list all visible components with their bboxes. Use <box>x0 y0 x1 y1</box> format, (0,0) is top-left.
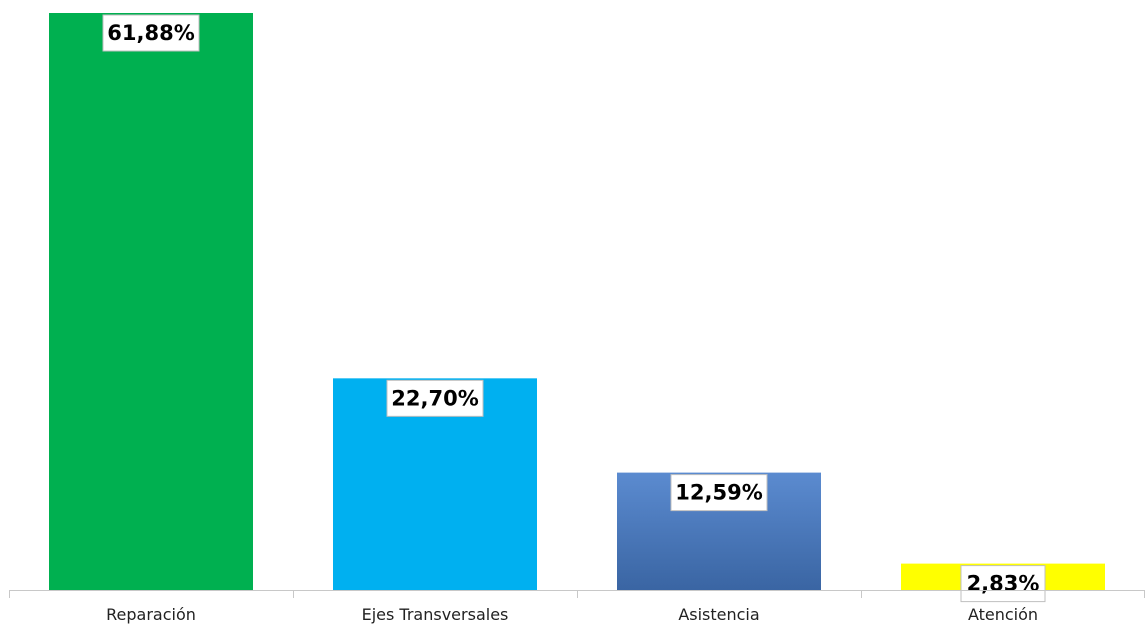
data-label-atencion: 2,83% <box>967 572 1040 596</box>
x-axis <box>9 590 1145 598</box>
data-labels-group: 61,88% 22,70% 12,59% 2,83% <box>102 14 1046 603</box>
data-label-asistencia: 12,59% <box>675 481 762 505</box>
category-labels-group: Reparación Ejes Transversales Asistencia At… <box>106 605 1038 624</box>
data-label-box-asistencia <box>670 474 768 512</box>
data-label-box-reparacion <box>102 14 200 52</box>
bar-reparacion <box>49 13 253 590</box>
category-label-reparacion: Reparación <box>106 605 196 624</box>
category-label-asistencia: Asistencia <box>678 605 759 624</box>
data-label-box-atencion <box>960 565 1046 603</box>
data-label-box-ejes-transversales <box>386 379 484 417</box>
data-label-ejes-transversales: 22,70% <box>391 386 478 410</box>
category-label-atencion: Atención <box>968 605 1038 624</box>
data-label-reparacion: 61,88% <box>107 21 194 45</box>
bars-group <box>49 13 1105 590</box>
category-label-ejes-transversales: Ejes Transversales <box>362 605 509 624</box>
